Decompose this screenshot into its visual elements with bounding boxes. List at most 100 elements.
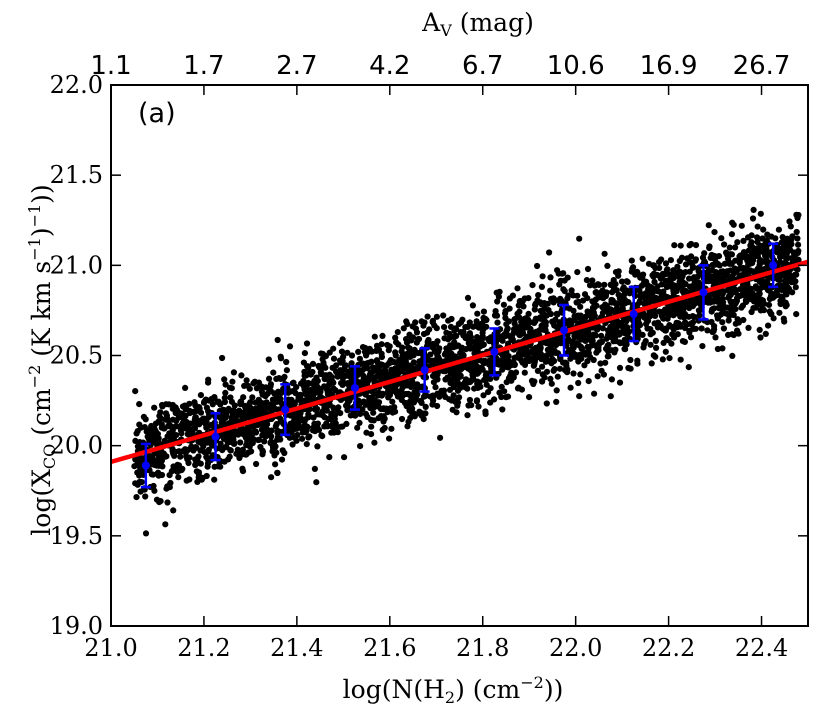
- scatter-point: [736, 253, 743, 260]
- scatter-point: [272, 461, 279, 468]
- scatter-point: [556, 365, 564, 372]
- scatter-point: [786, 287, 793, 294]
- scatter-point: [306, 406, 313, 413]
- scatter-point: [725, 317, 732, 324]
- scatter-point: [686, 329, 693, 336]
- scatter-point: [687, 334, 695, 341]
- scatter-point: [708, 308, 715, 315]
- scatter-point: [441, 335, 448, 342]
- scatter-point: [542, 358, 549, 365]
- scatter-point: [732, 289, 739, 296]
- scatter-point: [424, 313, 431, 320]
- scatter-point: [695, 294, 702, 301]
- scatter-point: [762, 330, 769, 337]
- scatter-point: [164, 499, 171, 506]
- scatter-point: [358, 360, 365, 367]
- scatter-point: [548, 360, 555, 367]
- scatter-point: [285, 396, 292, 403]
- scatter-point: [516, 308, 523, 315]
- scatter-point: [658, 281, 666, 288]
- scatter-point: [480, 341, 487, 348]
- scatter-point: [589, 277, 596, 284]
- top-tick-label: 1.7: [183, 51, 224, 81]
- scatter-point: [640, 344, 647, 351]
- binned-point: [419, 347, 430, 393]
- top-tick-label: 6.7: [462, 51, 503, 81]
- scatter-point: [754, 223, 761, 230]
- scatter-point: [498, 393, 505, 401]
- scatter-point: [306, 369, 313, 376]
- scatter-point: [389, 398, 396, 405]
- scatter-point: [268, 401, 275, 408]
- scatter-point: [338, 348, 346, 355]
- scatter-point: [502, 310, 509, 317]
- scatter-point: [191, 399, 198, 406]
- scatter-point: [173, 417, 180, 424]
- scatter-point: [639, 312, 646, 319]
- scatter-point: [649, 329, 656, 336]
- scatter-point: [521, 315, 528, 323]
- scatter-point: [662, 260, 670, 267]
- scatter-point: [749, 215, 757, 222]
- scatter-point: [150, 471, 157, 478]
- scatter-point: [514, 285, 521, 292]
- scatter-point: [548, 380, 555, 387]
- scatter-point: [326, 415, 333, 422]
- scatter-point: [710, 261, 717, 268]
- scatter-point: [734, 327, 741, 334]
- scatter-point: [337, 410, 344, 417]
- scatter-point: [510, 329, 517, 336]
- scatter-point: [760, 306, 767, 313]
- scatter-point: [688, 253, 695, 260]
- scatter-point: [585, 350, 592, 357]
- scatter-point: [615, 268, 622, 275]
- scatter-point: [535, 292, 542, 299]
- scatter-point: [577, 303, 584, 310]
- scatter-point: [304, 394, 311, 401]
- scatter-point: [250, 380, 257, 387]
- scatter-point: [370, 409, 377, 416]
- scatter-point: [594, 373, 601, 380]
- scatter-point: [604, 353, 611, 360]
- scatter-point: [539, 273, 546, 280]
- scatter-point: [434, 338, 441, 345]
- scatter-point: [569, 338, 576, 345]
- scatter-point: [151, 461, 158, 468]
- scatter-point: [642, 294, 649, 301]
- scatter-point: [252, 399, 259, 406]
- scatter-point: [447, 366, 455, 373]
- scatter-point: [274, 336, 281, 344]
- scatter-point: [596, 294, 603, 301]
- scatter-point: [432, 384, 439, 391]
- scatter-point: [510, 374, 517, 381]
- scatter-point: [318, 370, 325, 377]
- scatter-point: [303, 340, 311, 347]
- scatter-point: [450, 392, 457, 399]
- scatter-point: [289, 380, 296, 387]
- scatter-point: [205, 414, 212, 421]
- scatter-point: [530, 349, 537, 356]
- scatter-point: [662, 348, 669, 355]
- scatter-point: [159, 463, 166, 470]
- scatter-point: [134, 469, 141, 476]
- scatter-point: [453, 332, 460, 339]
- scatter-point: [209, 401, 216, 408]
- scatter-point: [795, 241, 802, 248]
- scatter-point: [714, 345, 722, 353]
- scatter-point: [183, 477, 190, 484]
- scatter-point: [564, 369, 571, 376]
- scatter-point: [368, 348, 375, 355]
- scatter-point: [344, 399, 351, 407]
- scatter-point: [768, 233, 775, 240]
- scatter-point: [749, 290, 756, 297]
- scatter-point: [330, 355, 338, 362]
- scatter-point: [674, 331, 681, 338]
- scatter-point: [618, 300, 625, 307]
- scatter-point: [396, 366, 403, 373]
- scatter-point: [656, 288, 663, 295]
- scatter-point: [180, 419, 187, 426]
- scatter-point: [625, 315, 632, 322]
- scatter-point: [388, 366, 395, 373]
- scatter-point: [136, 463, 143, 470]
- scatter-point: [442, 393, 449, 400]
